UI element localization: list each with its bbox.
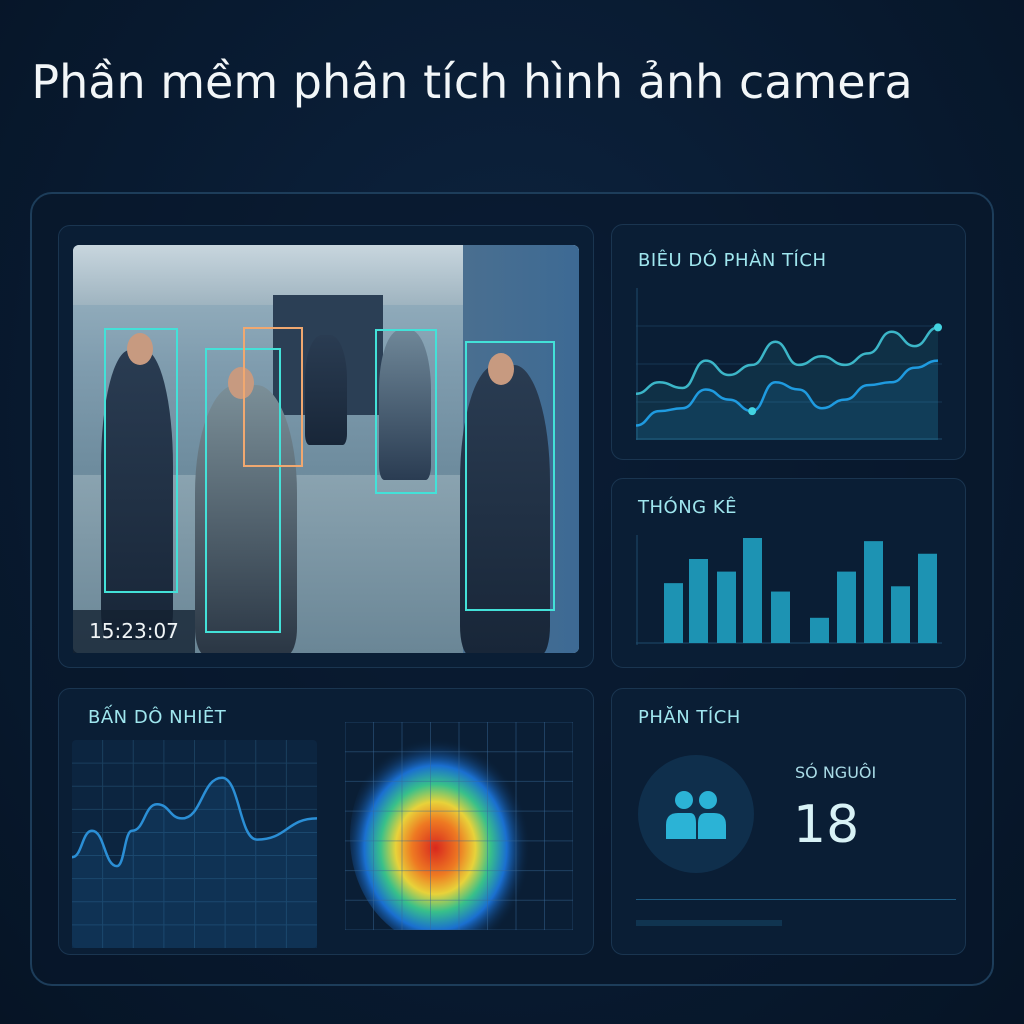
timestamp: 15:23:07	[73, 610, 195, 653]
people-panel-title: PHĂN TÍCH	[638, 707, 741, 728]
series-area	[636, 360, 938, 440]
people-count-value: 18	[793, 795, 860, 855]
bar	[864, 541, 883, 643]
data-point	[748, 407, 757, 416]
detection-box[interactable]	[375, 329, 437, 494]
data-point	[934, 323, 942, 332]
heat-blob	[350, 727, 540, 930]
bar	[717, 571, 736, 643]
bar-chart-title: THÓNG KÊ	[638, 497, 738, 518]
bar	[891, 586, 910, 643]
people-count-label: SÓ NGUÔI	[795, 763, 877, 782]
bar-chart	[636, 535, 942, 645]
bar	[743, 538, 762, 643]
heatmap	[345, 722, 573, 930]
detection-box[interactable]	[465, 341, 555, 611]
bar	[689, 559, 708, 643]
page-title: Phần mềm phân tích hình ảnh camera	[31, 55, 913, 109]
divider	[636, 899, 956, 900]
bar	[664, 583, 683, 643]
bar	[810, 617, 829, 643]
progress-bar	[636, 920, 782, 926]
bar	[918, 553, 937, 643]
bar	[771, 591, 790, 643]
series-line	[636, 326, 939, 396]
detection-box[interactable]	[104, 328, 178, 593]
bar	[837, 571, 856, 643]
line-chart-title: BIÊU DÓ PHÀN TÍCH	[638, 250, 827, 271]
line-chart	[636, 288, 942, 440]
heatmap-title: BẤN DÔ NHIÊT	[88, 707, 227, 728]
series-area	[72, 777, 317, 948]
detection-box-highlight[interactable]	[243, 327, 303, 467]
people-icon	[638, 755, 754, 873]
trend-chart	[72, 740, 317, 948]
camera-feed[interactable]	[73, 245, 579, 653]
series-line	[72, 776, 317, 868]
series-line	[636, 359, 939, 427]
